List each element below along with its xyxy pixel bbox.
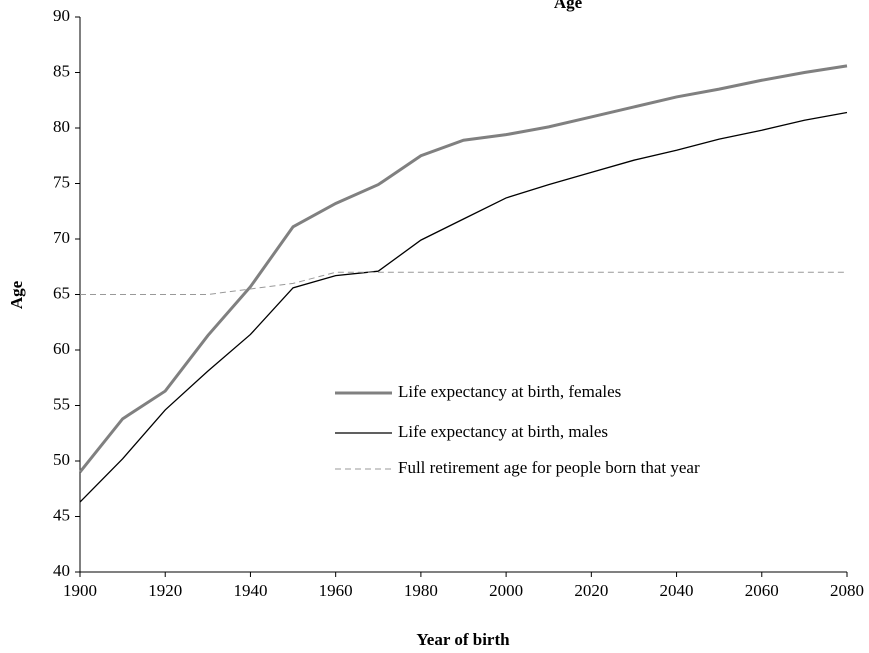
y-tick-label: 75 — [53, 172, 70, 191]
x-tick-label: 2060 — [745, 581, 779, 600]
y-axis-label: Age — [7, 280, 26, 309]
y-tick-label: 80 — [53, 117, 70, 136]
legend-label: Life expectancy at birth, males — [398, 422, 608, 441]
x-tick-label: 2040 — [660, 581, 694, 600]
y-tick-label: 70 — [53, 228, 70, 247]
chart-title: Age — [554, 0, 583, 12]
y-tick-label: 40 — [53, 561, 70, 580]
legend-label: Life expectancy at birth, females — [398, 382, 621, 401]
x-tick-label: 1960 — [319, 581, 353, 600]
y-tick-label: 60 — [53, 339, 70, 358]
y-tick-label: 45 — [53, 505, 70, 524]
series-line — [80, 271, 847, 295]
x-tick-label: 2020 — [574, 581, 608, 600]
y-tick-label: 50 — [53, 450, 70, 469]
series-line — [79, 111, 848, 503]
x-tick-label: 2080 — [830, 581, 864, 600]
y-tick-label: 90 — [53, 6, 70, 25]
y-tick-label: 55 — [53, 394, 70, 413]
series-line — [78, 64, 848, 474]
x-tick-label: 1980 — [404, 581, 438, 600]
x-axis-label: Year of birth — [416, 630, 510, 649]
legend-label: Full retirement age for people born that… — [398, 458, 700, 477]
x-tick-label: 1920 — [148, 581, 182, 600]
y-tick-label: 85 — [53, 61, 70, 80]
x-tick-label: 1900 — [63, 581, 97, 600]
y-tick-label: 65 — [53, 283, 70, 302]
x-tick-label: 1940 — [233, 581, 267, 600]
x-tick-label: 2000 — [489, 581, 523, 600]
